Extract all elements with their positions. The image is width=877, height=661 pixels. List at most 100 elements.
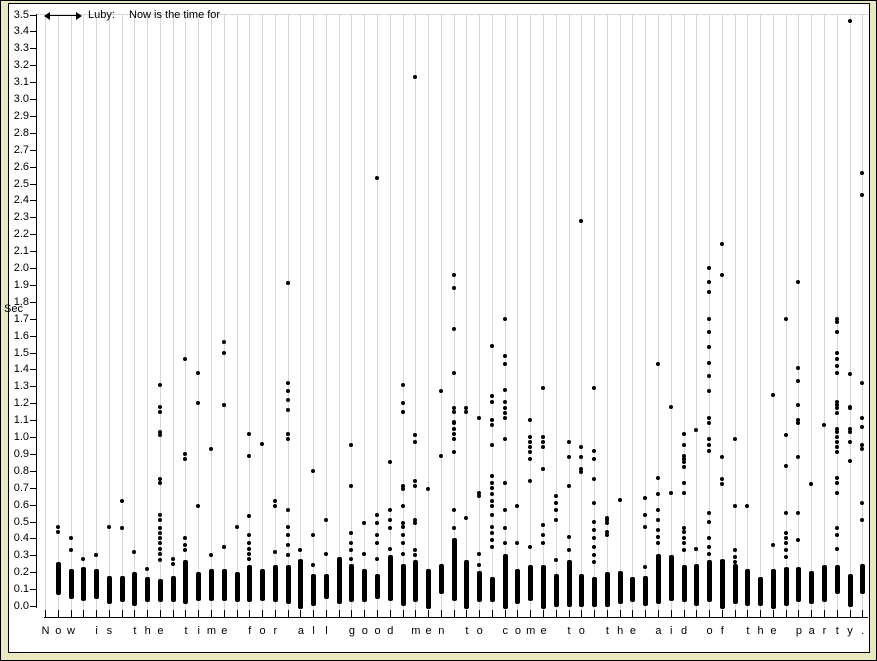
x-tick <box>721 610 723 618</box>
data-point <box>221 340 226 345</box>
latency-bar <box>783 567 789 606</box>
x-tick <box>619 610 621 618</box>
x-tick-label: h <box>757 625 764 637</box>
data-point <box>196 401 201 406</box>
x-tick <box>747 610 749 618</box>
data-point <box>732 504 737 509</box>
data-point <box>541 541 546 546</box>
x-tick-label: g <box>348 625 356 637</box>
data-point <box>592 527 597 532</box>
data-point <box>694 546 699 551</box>
x-tick-label: i <box>669 625 673 637</box>
data-point <box>592 536 597 541</box>
data-point <box>502 416 507 421</box>
y-tick <box>30 284 37 286</box>
data-point <box>285 543 290 548</box>
data-point <box>643 495 648 500</box>
data-point <box>464 516 469 521</box>
x-tick-label: e <box>425 625 432 637</box>
x-tick <box>325 610 327 618</box>
data-point <box>719 482 724 487</box>
latency-bar <box>821 565 827 603</box>
data-point <box>528 418 533 423</box>
data-point <box>834 426 839 431</box>
y-tick-label: 1.2 <box>13 397 29 410</box>
data-point <box>579 455 584 460</box>
data-point <box>489 399 494 404</box>
latency-bar <box>655 553 661 604</box>
data-point <box>247 556 252 561</box>
latency-bar <box>183 560 189 604</box>
data-point <box>183 451 188 456</box>
latency-bar <box>413 560 419 603</box>
data-point <box>451 370 456 375</box>
latency-bar <box>375 573 381 599</box>
grid-line <box>453 14 455 612</box>
y-tick-label: 3.1 <box>13 76 29 89</box>
data-point <box>860 193 865 198</box>
data-point <box>132 549 137 554</box>
data-point <box>247 551 252 556</box>
x-tick-label: t <box>184 625 188 637</box>
data-point <box>860 500 865 505</box>
data-point <box>783 511 788 516</box>
data-point <box>707 448 712 453</box>
grid-line <box>274 14 276 612</box>
grid-line <box>70 14 72 612</box>
data-point <box>285 431 290 436</box>
latency-bar <box>426 568 432 609</box>
y-tick <box>30 538 37 540</box>
grid-line <box>300 14 302 612</box>
x-tick <box>568 610 570 618</box>
data-point <box>834 480 839 485</box>
y-tick <box>30 318 37 320</box>
data-point <box>157 480 162 485</box>
data-point <box>157 477 162 482</box>
data-point <box>834 406 839 411</box>
range-arrow-right-icon <box>76 12 82 20</box>
latency-bar <box>209 568 214 601</box>
x-tick <box>428 610 430 618</box>
data-point <box>668 490 673 495</box>
latency-bar <box>349 563 355 603</box>
grid-line <box>798 14 800 612</box>
data-point <box>707 443 712 448</box>
data-point <box>489 499 494 504</box>
data-point <box>209 553 213 558</box>
data-point <box>541 445 546 450</box>
y-tick <box>30 14 37 16</box>
grid-line <box>721 14 723 612</box>
y-tick <box>30 572 37 574</box>
data-point <box>157 517 162 522</box>
data-point <box>157 433 162 438</box>
y-tick <box>30 420 37 422</box>
data-point <box>707 416 712 421</box>
data-point <box>157 382 162 387</box>
data-point <box>106 524 111 529</box>
data-point <box>592 500 597 505</box>
latency-bar <box>196 572 202 601</box>
data-point <box>732 554 737 559</box>
grid-line <box>709 14 711 612</box>
data-point <box>489 473 494 478</box>
grid-line <box>479 14 481 612</box>
x-tick-label <box>486 625 499 638</box>
grid-line <box>159 14 161 612</box>
data-point <box>196 504 201 509</box>
data-point <box>349 484 354 488</box>
x-tick <box>862 610 864 618</box>
data-point <box>834 440 839 445</box>
y-tick <box>30 217 37 219</box>
data-point <box>783 316 788 321</box>
data-point <box>732 560 737 565</box>
x-tick-label: o <box>374 625 381 637</box>
latency-bar <box>260 568 266 601</box>
data-point <box>489 418 494 423</box>
data-point <box>528 435 533 439</box>
data-point <box>55 529 60 534</box>
data-point <box>375 533 380 538</box>
x-tick <box>594 610 596 618</box>
latency-bar <box>745 568 751 606</box>
data-point <box>847 406 852 411</box>
data-point <box>413 75 418 80</box>
